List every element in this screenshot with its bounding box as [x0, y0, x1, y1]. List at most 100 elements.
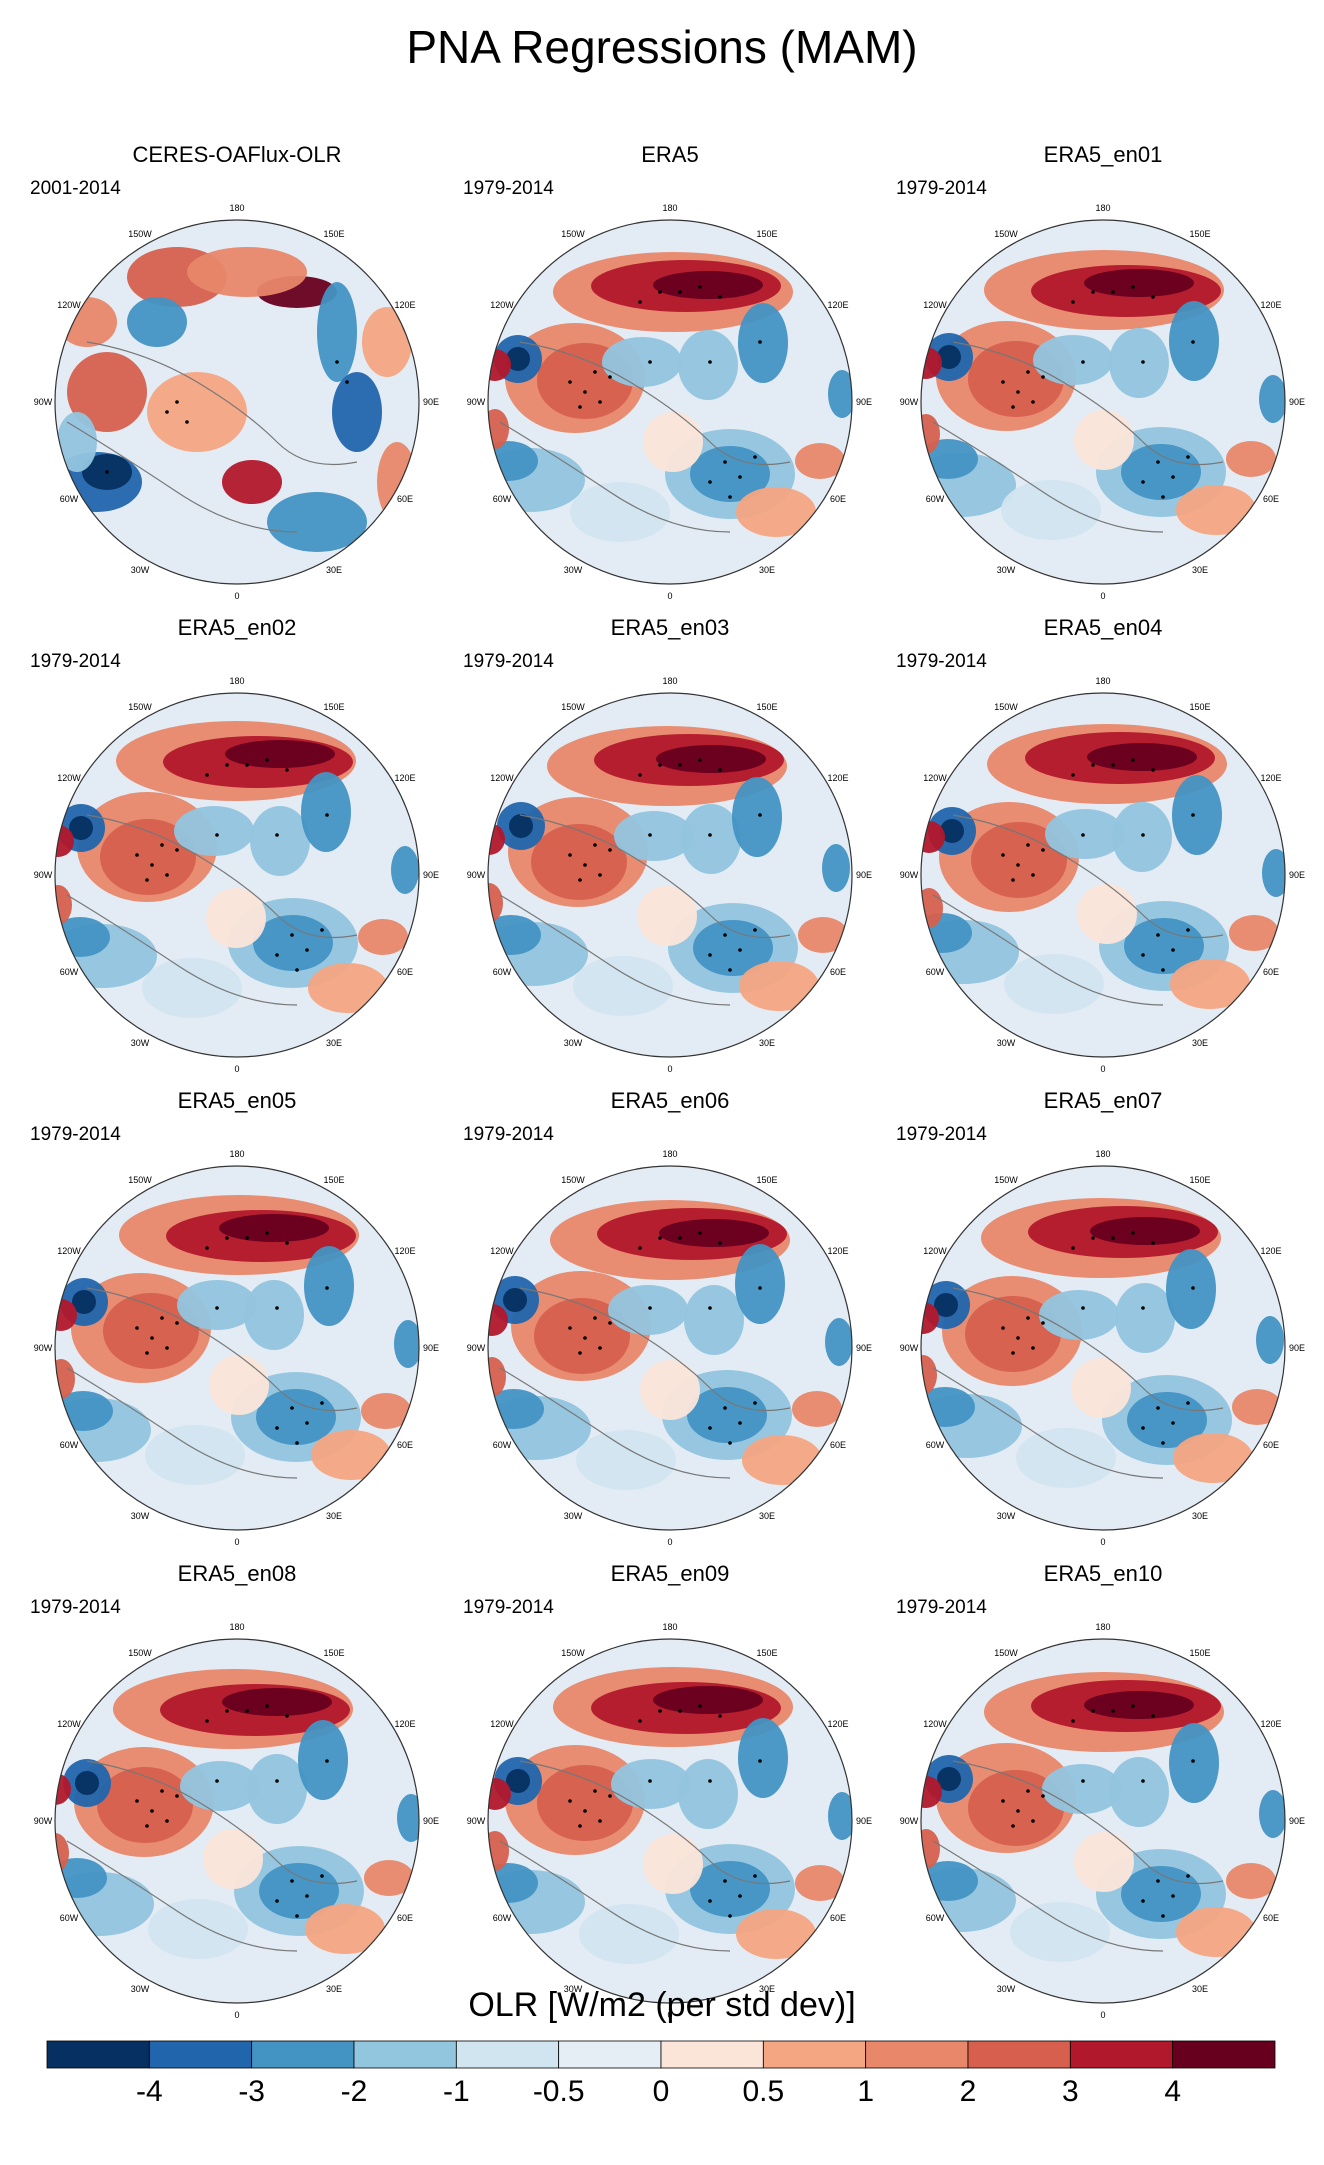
coastline: [86, 341, 358, 466]
longitude-label: 150E: [1189, 229, 1210, 239]
anomaly-region: [739, 961, 819, 1011]
significance-dot: [1141, 1306, 1145, 1310]
significance-dot: [275, 1426, 279, 1430]
significance-dot: [1171, 1894, 1175, 1898]
significance-dot: [708, 953, 712, 957]
significance-dot: [638, 1719, 642, 1723]
longitude-label: 90E: [1289, 1343, 1305, 1353]
panel-period: 1979-2014: [30, 1597, 121, 1618]
significance-dot: [305, 1421, 309, 1425]
longitude-label: 30W: [131, 1984, 150, 1994]
longitude-label: 120E: [827, 1246, 848, 1256]
significance-dot: [1191, 340, 1195, 344]
anomaly-region: [828, 370, 852, 418]
map-border: [54, 1165, 420, 1531]
longitude-label: 150W: [128, 1175, 152, 1185]
anomaly-region: [643, 412, 703, 472]
significance-dot: [1011, 405, 1015, 409]
significance-dot: [608, 375, 612, 379]
anomaly-region: [534, 1298, 630, 1374]
panel-title: ERA5_en04: [1043, 615, 1163, 640]
colorbar-tick-label: 2: [960, 2075, 977, 2108]
significance-dot: [698, 1704, 702, 1708]
significance-dot: [295, 968, 299, 972]
significance-dot: [1186, 928, 1190, 932]
longitude-label: 120E: [1260, 300, 1281, 310]
significance-dot: [678, 290, 682, 294]
colorbar-segment: [967, 2040, 1071, 2069]
coastline: [66, 1840, 298, 1952]
anomaly-region: [503, 1288, 527, 1312]
anomaly-region: [640, 1360, 700, 1420]
anomaly-region: [250, 806, 310, 876]
significance-dot: [718, 1241, 722, 1245]
longitude-label: 120E: [1260, 773, 1281, 783]
coastline: [86, 814, 358, 938]
anomaly-region: [1176, 485, 1256, 535]
significance-dot: [723, 1406, 727, 1410]
longitude-label: 60W: [926, 1913, 945, 1923]
coastline: [932, 421, 1164, 533]
polar-map: 180 150E 120E 90E 60E 30E 0 30W 60W 90W 120W 150W: [34, 1149, 439, 1547]
longitude-label: 150E: [756, 1175, 777, 1185]
colorbar-label: OLR [W/m2 (per std dev)]: [468, 1986, 856, 2024]
significance-dot: [708, 1426, 712, 1430]
polar-map: 180 150E 120E 90E 60E 30E 0 30W 60W 90W 120W 150W: [34, 676, 439, 1074]
significance-dot: [175, 400, 179, 404]
significance-dot: [275, 953, 279, 957]
longitude-label: 30W: [997, 565, 1016, 575]
panel-period: 1979-2014: [896, 178, 987, 199]
significance-dot: [698, 285, 702, 289]
significance-dot: [1031, 1346, 1035, 1350]
significance-dot: [753, 455, 757, 459]
panel-grid: CERES-OAFlux-OLR 2001-2014 180 150E 120E 90E 6…: [30, 142, 1305, 2020]
longitude-label: 120E: [394, 773, 415, 783]
anomaly-region: [203, 1829, 263, 1889]
longitude-label: 120W: [923, 300, 947, 310]
longitude-label: 150E: [1189, 1648, 1210, 1658]
anomaly-region: [267, 492, 367, 552]
longitude-label: 120W: [490, 1246, 514, 1256]
coastline: [952, 341, 1224, 466]
panel-period: 1979-2014: [30, 651, 121, 672]
anomaly-region: [681, 804, 741, 874]
significance-dot: [150, 1336, 154, 1340]
significance-dot: [583, 1809, 587, 1813]
anomaly-region: [1016, 1428, 1116, 1488]
significance-dot: [1081, 833, 1085, 837]
colorbar-tick-label: 3: [1062, 2075, 1079, 2108]
longitude-label: 120E: [827, 773, 848, 783]
anomaly-region: [206, 888, 266, 948]
colorbar-segment: [148, 2040, 253, 2069]
significance-dot: [1191, 813, 1195, 817]
significance-dot: [1026, 1789, 1030, 1793]
anomaly-region: [1226, 441, 1276, 477]
anomaly-region: [608, 1285, 688, 1335]
longitude-label: 120E: [827, 1719, 848, 1729]
significance-dot: [708, 1899, 712, 1903]
anomaly-region: [1045, 809, 1125, 859]
significance-dot: [678, 1236, 682, 1240]
significance-dot: [638, 300, 642, 304]
anomaly-region: [225, 740, 335, 768]
anomaly-region: [488, 1778, 511, 1810]
significance-dot: [1071, 1246, 1075, 1250]
anomaly-region: [921, 821, 945, 853]
anomaly-region: [792, 1391, 842, 1427]
anomaly-region: [311, 1430, 391, 1480]
significance-dot: [1141, 1426, 1145, 1430]
longitude-label: 90W: [900, 397, 919, 407]
longitude-label: 30W: [564, 1984, 583, 1994]
longitude-label: 60E: [1263, 967, 1279, 977]
significance-dot: [1011, 1824, 1015, 1828]
longitude-label: 0: [234, 1537, 239, 1547]
significance-dot: [225, 1236, 229, 1240]
significance-dot: [708, 1779, 712, 1783]
longitude-label: 120W: [57, 1719, 81, 1729]
significance-dot: [753, 928, 757, 932]
panel-period: 1979-2014: [30, 1124, 121, 1145]
longitude-label: 30W: [997, 1038, 1016, 1048]
anomaly-region: [1127, 1392, 1207, 1448]
coastline: [932, 1840, 1164, 1952]
